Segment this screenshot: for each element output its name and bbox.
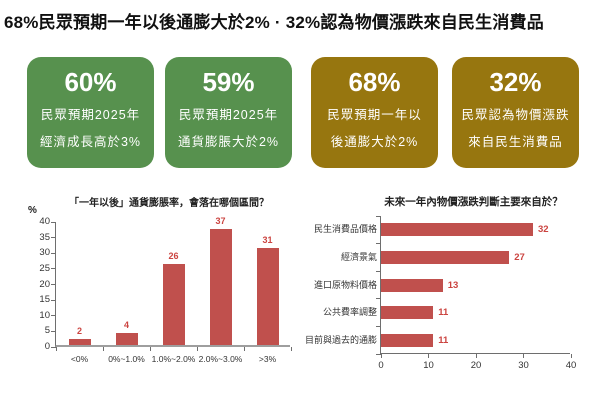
bar-value-label: 26 (168, 250, 179, 261)
stat-box: 32% 民眾認為物價漲跌 來自民生消費品 (452, 57, 579, 168)
chart-title: 「一年以後」通貨膨脹率，會落在哪個區間？ (69, 198, 269, 209)
bar-value-label: 32 (538, 224, 549, 236)
chart-title: 未來一年內物價漲跌判斷主要來自於？ (384, 196, 563, 208)
x-axis-tick-mark (149, 347, 151, 351)
bar (256, 248, 279, 345)
bar-value-label: 11 (438, 334, 449, 346)
stat-line-2: 通貨膨脹大於2% (177, 135, 280, 149)
stat-value: 59% (202, 67, 255, 97)
y-axis-tick-mark (376, 215, 381, 217)
y-axis-category-label: 公共費率調整 (322, 307, 377, 318)
price-judgement-hbar-chart: 未來一年內物價漲跌判斷主要來自於？ 32 民生消費品價格 27 經濟景氣 13 進口原物料… (302, 188, 598, 398)
bar (381, 333, 434, 347)
stat-line-1: 民眾預期一年以 (327, 108, 422, 122)
x-axis-tick-mark (243, 347, 245, 351)
x-axis-tick-mark (428, 354, 429, 358)
bar (68, 338, 91, 345)
y-axis-tick-label: 30 (39, 247, 50, 259)
bar (381, 223, 533, 237)
bar (381, 250, 510, 264)
x-axis-tick-label: 30 (518, 360, 529, 371)
y-axis-tick-mark (376, 298, 381, 300)
y-axis-tick-mark (51, 284, 56, 285)
y-axis-tick-mark (51, 299, 56, 301)
y-axis-category-label: 民生消費品價格 (313, 224, 377, 235)
x-axis-tick-label: 10 (423, 360, 434, 371)
y-axis-tick-label: 15 (39, 294, 50, 306)
x-axis-category-label: <0% (70, 354, 89, 364)
stat-box: 59% 民眾預期2025年 通貨膨脹大於2% (165, 57, 292, 168)
x-axis-category-label: 1.0%~2.0% (151, 354, 196, 364)
bar-value-label: 4 (123, 319, 129, 330)
y-axis-category-label: 經濟景氣 (340, 251, 377, 262)
x-axis-tick-label: 20 (470, 360, 482, 371)
y-axis-tick-mark (51, 346, 56, 348)
y-axis-tick-label: 40 (39, 216, 50, 227)
y-axis-tick-label: 0 (44, 341, 50, 352)
y-axis-tick-mark (51, 268, 56, 270)
y-axis-tick-mark (51, 221, 56, 223)
stat-value: 68% (348, 67, 401, 97)
inflation-range-bar-chart: 「一年以後」通貨膨脹率，會落在哪個區間？ % 0 5 10 15 20 25 30 35 40 2… (10, 188, 298, 398)
y-axis-tick-mark (51, 330, 56, 332)
plot-area: 32 民生消費品價格 27 經濟景氣 13 進口原物料價格 11 公共費率調整 11 目前與過去的… (305, 215, 576, 371)
y-axis-tick-mark (51, 315, 56, 317)
x-axis-tick-mark (380, 354, 382, 358)
x-axis-tick-mark (102, 347, 104, 351)
stat-line-1: 民眾認為物價漲跌 (461, 108, 570, 122)
x-axis-tick-mark (196, 347, 198, 351)
y-axis-tick-mark (51, 237, 56, 239)
y-axis-category-label: 目前與過去的通膨 (304, 334, 377, 345)
stat-description: 民眾預期2025年 經濟成長高於3% (27, 102, 154, 156)
x-axis-category-label: 0%~1.0% (108, 354, 145, 364)
bar-value-label: 31 (262, 235, 273, 246)
stat-box: 68% 民眾預期一年以 後通膨大於2% (311, 57, 438, 168)
page-title: 68%民眾預期一年以後通膨大於2% · 32%認為物價漲跌來自民生消費品 (4, 13, 544, 32)
y-axis-tick-label: 10 (39, 309, 50, 321)
y-axis-tick-mark (376, 325, 381, 327)
y-axis-category-label: 進口原物料價格 (313, 279, 377, 290)
stat-line-2: 來自民生消費品 (468, 135, 563, 149)
bar (381, 278, 443, 292)
y-axis-tick-label: 35 (39, 231, 50, 243)
stat-line-1: 民眾預期2025年 (40, 108, 141, 122)
y-axis-tick-label: 5 (44, 325, 50, 337)
x-axis-tick-mark (475, 354, 477, 358)
bar-value-label: 2 (76, 325, 82, 336)
stat-description: 民眾預期2025年 通貨膨脹大於2% (165, 102, 292, 156)
x-axis-tick-mark (570, 354, 572, 358)
bar-value-label: 13 (447, 279, 459, 291)
stat-line-2: 經濟成長高於3% (39, 135, 142, 149)
y-axis-tick-mark (376, 353, 381, 355)
y-axis-unit-label: % (28, 205, 37, 216)
bar (115, 332, 138, 345)
stat-description: 民眾認為物價漲跌 來自民生消費品 (452, 102, 579, 156)
x-axis-category-label: 2.0%~3.0% (198, 354, 243, 364)
stat-line-2: 後通膨大於2% (330, 135, 419, 149)
x-axis-tick-label: 0 (378, 360, 384, 371)
stat-box: 60% 民眾預期2025年 經濟成長高於3% (27, 57, 154, 168)
bar-value-label: 27 (514, 251, 525, 263)
bar (381, 306, 434, 320)
bar-value-label: 11 (438, 307, 449, 319)
x-axis-tick-mark (290, 347, 292, 351)
y-axis-tick-mark (376, 243, 381, 245)
stat-value: 60% (64, 67, 117, 97)
bar-value-label: 37 (215, 216, 226, 227)
plot-area: 0 5 10 15 20 25 30 35 40 2 <0% 4 0%~1.0% 26 1.0%~2.0% 3… (39, 216, 292, 364)
stat-value: 32% (489, 67, 542, 97)
x-axis-tick-label: 40 (565, 360, 577, 371)
x-axis-category-label: >3% (258, 354, 277, 364)
stat-line-1: 民眾預期2025年 (178, 108, 279, 122)
x-axis-tick-mark (55, 347, 57, 351)
x-axis-tick-mark (523, 354, 524, 358)
y-axis-tick-mark (51, 252, 56, 254)
y-axis-tick-label: 20 (39, 278, 50, 290)
bar (209, 229, 232, 345)
y-axis-tick-label: 25 (39, 262, 50, 274)
y-axis-tick-mark (376, 270, 381, 272)
stat-description: 民眾預期一年以 後通膨大於2% (311, 102, 438, 156)
bar (162, 263, 185, 345)
